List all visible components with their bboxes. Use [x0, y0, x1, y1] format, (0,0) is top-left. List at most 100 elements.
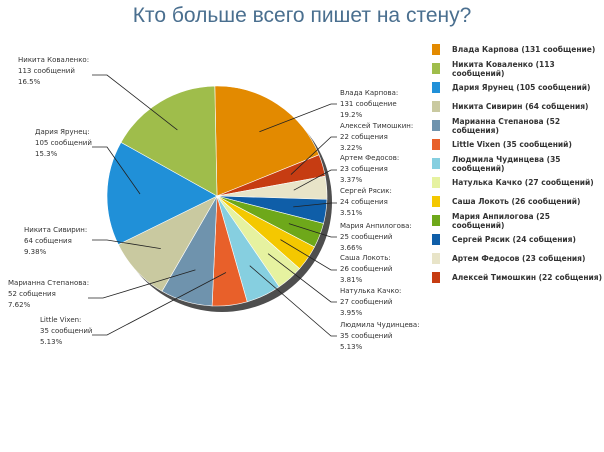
legend-label: Марианна Степанова (52 собщения) [452, 116, 561, 135]
label-percent: 7.62% [8, 301, 31, 309]
label-value: 24 собщения [340, 198, 388, 206]
legend-swatch [432, 215, 440, 226]
data-label: Алексей Тимошкин: 22 собщения 3.22% [290, 122, 413, 175]
legend-swatch [432, 196, 440, 207]
label-name: Людмила Чудинцева: [340, 321, 420, 329]
label-value: 113 сообщений [18, 67, 75, 75]
legend-item: Никита Коваленко (113 сообщений) [432, 59, 604, 78]
leader-line [290, 136, 337, 175]
data-label: Марианна Степанова: 52 собщения 7.62% [8, 269, 196, 309]
data-label: Сергей Рясик: 24 собщения 3.51% [293, 187, 392, 217]
label-value: 64 собщения [24, 237, 72, 245]
label-percent: 3.37% [340, 176, 363, 184]
legend-swatch [432, 63, 440, 74]
legend-label: Сергей Рясик (24 собщения) [452, 235, 576, 244]
legend-item: Мария Анпилогова (25 сообщений) [432, 211, 604, 230]
legend-item: Little Vixen (35 сообщений) [432, 135, 604, 154]
data-label: Артем Федосов: 23 собщения 3.37% [293, 154, 399, 191]
legend-item: Сергей Рясик (24 собщения) [432, 230, 604, 249]
leader-line [88, 269, 196, 299]
label-percent: 3.81% [340, 276, 363, 284]
label-percent: 5.13% [340, 343, 363, 351]
legend-label: Артем Федосов (23 собщения) [452, 254, 586, 263]
legend-swatch [432, 139, 440, 150]
label-value: 27 сообщений [340, 298, 392, 306]
leader-line [92, 146, 141, 195]
label-name: Сергей Рясик: [340, 187, 392, 195]
legend-label: Никита Коваленко (113 сообщений) [452, 59, 555, 78]
legend-label: Никита Сивирин (64 собщения) [452, 102, 589, 111]
label-percent: 3.66% [340, 244, 363, 252]
label-name: Мария Анпилогова: [340, 222, 412, 230]
data-label: Little Vixen: 35 сообщений 5.13% [40, 272, 227, 346]
pie-slice [214, 85, 320, 197]
legend-swatch [432, 272, 440, 283]
label-value: 25 сообщений [340, 233, 392, 241]
label-name: Саша Локоть: [340, 254, 391, 262]
label-name: Дария Ярунец: [35, 128, 90, 136]
leader-line [288, 223, 337, 238]
leader-line [293, 202, 337, 208]
label-value: 105 сообщений [35, 139, 92, 147]
legend-swatch [432, 44, 440, 55]
leader-line [92, 272, 227, 336]
leader-line [92, 239, 161, 250]
data-label: Влада Карпова: 131 сообщение 19.2% [259, 89, 398, 133]
label-percent: 19.2% [340, 111, 363, 119]
data-label: Дария Ярунец: 105 сообщений 15.3% [35, 128, 141, 195]
label-name: Никита Сивирин: [24, 226, 87, 234]
legend-label: Саша Локоть (26 сообщений) [452, 197, 581, 206]
data-label: Никита Сивирин: 64 собщения 9.38% [24, 226, 161, 256]
label-percent: 5.13% [40, 338, 63, 346]
label-value: 23 собщения [340, 165, 388, 173]
pie-slice [106, 141, 218, 246]
legend-item: Никита Сивирин (64 собщения) [432, 97, 604, 116]
leader-line [293, 169, 337, 191]
label-percent: 9.38% [24, 248, 47, 256]
legend-swatch [432, 82, 440, 93]
label-value: 131 сообщение [340, 100, 397, 108]
legend-label: Алексей Тимошкин (22 собщения) [452, 273, 602, 282]
label-value: 26 сообщений [340, 265, 392, 273]
label-name: Натулька Качко: [340, 287, 401, 295]
legend-swatch [432, 234, 440, 245]
legend-swatch [432, 120, 440, 131]
label-value: 52 собщения [8, 290, 56, 298]
label-value: 22 собщения [340, 133, 388, 141]
chart-title: Кто больше всего пишет на стену? [132, 4, 472, 27]
legend-item: Дария Ярунец (105 сообщений) [432, 78, 604, 97]
label-name: Марианна Степанова: [8, 279, 89, 287]
data-label: Мария Анпилогова: 25 сообщений 3.66% [288, 222, 412, 252]
legend-swatch [432, 253, 440, 264]
label-name: Артем Федосов: [340, 154, 399, 162]
legend-label: Людмила Чудинцева (35 сообщений) [452, 154, 561, 173]
label-value: 35 сообщений [340, 332, 392, 340]
pie-slice [120, 85, 218, 197]
label-name: Никита Коваленко: [18, 56, 89, 64]
legend-label: Мария Анпилогова (25 сообщений) [452, 211, 550, 230]
legend-label: Натулька Качко (27 сообщений) [452, 178, 594, 187]
label-name: Влада Карпова: [340, 89, 398, 97]
legend-swatch [432, 177, 440, 188]
legend-item: Саша Локоть (26 сообщений) [432, 192, 604, 211]
label-percent: 3.51% [340, 209, 363, 217]
label-percent: 3.95% [340, 309, 363, 317]
leader-line [249, 265, 337, 337]
leader-line [267, 253, 337, 303]
legend: Влада Карпова (131 сообщение) Никита Кова… [432, 40, 604, 287]
label-value: 35 сообщений [40, 327, 92, 335]
data-label: Натулька Качко: 27 сообщений 3.95% [267, 253, 401, 317]
leader-line [280, 239, 337, 271]
legend-item: Натулька Качко (27 сообщений) [432, 173, 604, 192]
data-label: Саша Локоть: 26 сообщений 3.81% [280, 239, 392, 284]
legend-item: Алексей Тимошкин (22 собщения) [432, 268, 604, 287]
leader-line [92, 74, 178, 131]
legend-item: Влада Карпова (131 сообщение) [432, 40, 604, 59]
label-percent: 3.22% [340, 144, 363, 152]
legend-item: Марианна Степанова (52 собщения) [432, 116, 604, 135]
legend-swatch [432, 101, 440, 112]
label-name: Little Vixen: [40, 316, 81, 324]
legend-item: Артем Федосов (23 собщения) [432, 249, 604, 268]
legend-label: Little Vixen (35 сообщений) [452, 140, 572, 149]
